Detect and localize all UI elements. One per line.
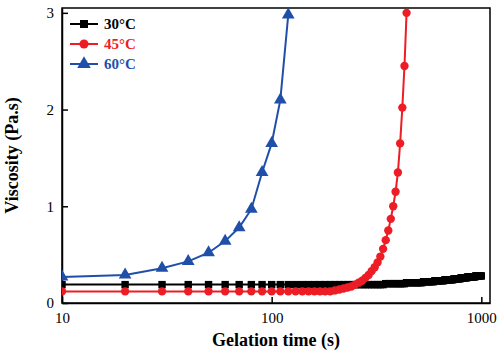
y-tick-label: 3	[47, 5, 55, 21]
x-tick-mark	[271, 297, 273, 303]
series-point	[202, 245, 215, 256]
series-point	[256, 165, 269, 176]
series-point	[398, 103, 406, 111]
y-axis: 0 1 2 3	[47, 5, 69, 311]
series-point	[219, 234, 232, 245]
legend-marker	[79, 39, 88, 48]
y-tick: 2	[47, 102, 69, 118]
series-point	[267, 287, 275, 295]
series-line	[62, 13, 407, 292]
series-point	[62, 287, 66, 295]
plot: 10 100 1000 0 1 2 3 30°C 45°C 60°C	[47, 5, 497, 326]
series-point	[379, 245, 387, 253]
y-tick-mark	[62, 303, 68, 305]
y-tick-label: 1	[47, 199, 55, 215]
series-point	[284, 287, 292, 295]
plot-frame	[62, 8, 490, 303]
x-tick-label: 10	[55, 310, 70, 326]
series-point	[384, 226, 392, 234]
y-tick-label: 0	[47, 295, 55, 311]
series-point	[389, 202, 397, 210]
series-point	[235, 287, 243, 295]
x-tick-label: 1000	[467, 310, 497, 326]
series-point	[62, 270, 68, 281]
legend-label: 45°C	[104, 36, 136, 52]
series-point	[478, 272, 485, 279]
series-point	[274, 93, 287, 104]
y-axis-line	[62, 9, 64, 304]
x-axis-line	[63, 303, 491, 305]
series-point	[396, 139, 404, 147]
y-axis-title: Viscosity (Pa.s)	[2, 97, 23, 213]
series-point	[247, 287, 255, 295]
y-tick: 1	[47, 199, 69, 215]
series-line	[62, 15, 288, 277]
x-tick-label: 100	[261, 310, 284, 326]
series-point	[376, 252, 384, 260]
series-point	[391, 188, 399, 196]
series-point	[204, 287, 212, 295]
series-point	[182, 254, 195, 265]
series-point	[258, 287, 266, 295]
x-tick-mark	[481, 297, 483, 303]
legend: 30°C 45°C 60°C	[70, 16, 136, 72]
series-point	[400, 62, 408, 70]
series-point	[233, 220, 246, 231]
legend-entry: 30°C	[70, 16, 136, 32]
series-point	[184, 287, 192, 295]
series-point	[402, 9, 410, 17]
legend-marker	[77, 56, 91, 68]
series-point	[394, 168, 402, 176]
y-tick-mark	[62, 206, 68, 208]
y-tick-mark	[62, 13, 68, 15]
series-point	[265, 136, 278, 147]
series-point	[121, 287, 129, 295]
y-tick-label: 2	[47, 102, 55, 118]
series-point	[382, 236, 390, 244]
series-point	[158, 287, 166, 295]
series-point	[276, 287, 284, 295]
x-axis-title: Gelation time (s)	[212, 330, 340, 351]
x-tick: 100	[261, 297, 284, 326]
series-point	[387, 215, 395, 223]
series-point	[119, 268, 132, 279]
series-point	[221, 287, 229, 295]
y-tick-mark	[62, 109, 68, 111]
legend-entry: 60°C	[70, 56, 136, 72]
x-axis: 10 100 1000	[55, 297, 497, 326]
series-point	[282, 8, 295, 18]
y-tick: 3	[47, 5, 69, 21]
data-marks	[62, 8, 485, 296]
x-tick: 1000	[467, 297, 497, 326]
legend-entry: 45°C	[70, 36, 136, 52]
y-tick: 0	[47, 295, 69, 311]
series-point	[156, 261, 169, 272]
series-point	[62, 281, 66, 288]
series-point	[477, 272, 484, 279]
chart: 10 100 1000 0 1 2 3 30°C 45°C 60°C Gelation time (…	[0, 0, 500, 353]
legend-label: 30°C	[104, 16, 136, 32]
series-point	[245, 202, 258, 213]
legend-label: 60°C	[104, 56, 136, 72]
legend-marker	[80, 20, 88, 28]
